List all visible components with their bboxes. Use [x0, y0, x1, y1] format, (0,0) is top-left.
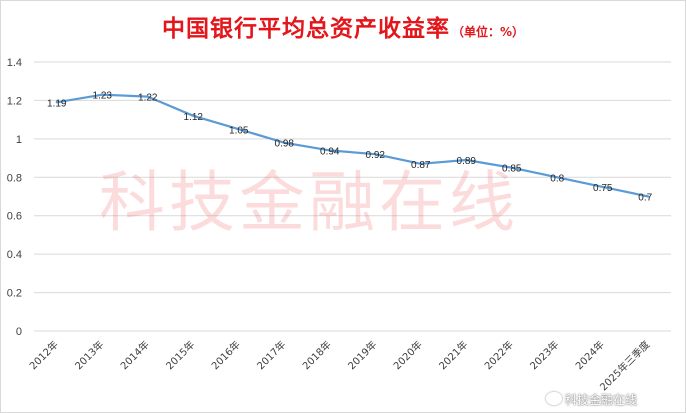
data-label: 0.75: [593, 183, 613, 194]
grid-lines: [34, 61, 671, 332]
x-tick-label: 2016年: [209, 338, 243, 372]
x-tick-label: 2024年: [573, 338, 607, 372]
y-tick-label: 0.8: [7, 172, 22, 184]
data-label: 1.12: [184, 112, 204, 123]
y-tick-label: 0.6: [7, 211, 22, 223]
x-tick-label: 2019年: [345, 338, 379, 372]
data-label: 0.98: [275, 139, 295, 150]
x-axis-ticks: 2012年 2013年 2014年 2015年 2016年 2017年 2018年 2019年…: [27, 338, 653, 393]
data-labels: 1.19 1.23 1.22 1.12 1.05 0.98 0.94 0.92 0.87 0.89…: [47, 91, 653, 204]
unit-note: （单位：%）: [451, 25, 525, 39]
weibo-watermark: 科技金融在线: [546, 391, 637, 408]
weibo-icon: [546, 392, 562, 405]
data-label: 0.92: [366, 150, 386, 161]
y-tick-label: 1.4: [7, 57, 22, 69]
data-label: 1.23: [93, 91, 113, 102]
series-line-group: [55, 93, 650, 198]
y-tick-label: 0.4: [7, 249, 22, 261]
x-tick-label: 2018年: [300, 338, 334, 372]
x-tick-label: 2022年: [482, 338, 516, 372]
y-tick-label: 1: [16, 134, 22, 146]
weibo-watermark-label: 科技金融在线: [565, 393, 638, 407]
y-tick-label: 0.2: [7, 288, 22, 300]
chart-title: 中国银行平均总资产收益率: [161, 15, 450, 42]
data-label: 0.7: [638, 193, 652, 204]
y-tick-label: 0: [16, 326, 22, 338]
chart-title-wrap: 中国银行平均总资产收益率 （单位：%）: [1, 9, 685, 43]
data-label: 0.87: [411, 160, 431, 171]
x-tick-label: 2023年: [527, 338, 561, 372]
series-line: [55, 93, 650, 198]
x-tick-label: 2015年: [163, 338, 197, 372]
y-axis-ticks: 0 0.2 0.4 0.6 0.8 1 1.2 1.4: [7, 57, 22, 338]
x-tick-label: 2012年: [27, 338, 61, 372]
data-label: 0.89: [457, 156, 477, 167]
data-label: 1.19: [47, 98, 67, 109]
data-label: 0.94: [320, 146, 340, 157]
x-tick-label: 2013年: [72, 338, 106, 372]
x-tick-label: 2020年: [391, 338, 425, 372]
data-label: 1.22: [138, 93, 158, 104]
data-label: 0.8: [550, 173, 564, 184]
y-tick-label: 1.2: [7, 95, 22, 107]
data-label: 1.05: [229, 125, 249, 136]
x-tick-label: 2017年: [254, 338, 288, 372]
x-tick-label: 2021年: [436, 338, 470, 372]
data-label: 0.85: [502, 164, 522, 175]
x-tick-label: 2014年: [118, 338, 152, 372]
